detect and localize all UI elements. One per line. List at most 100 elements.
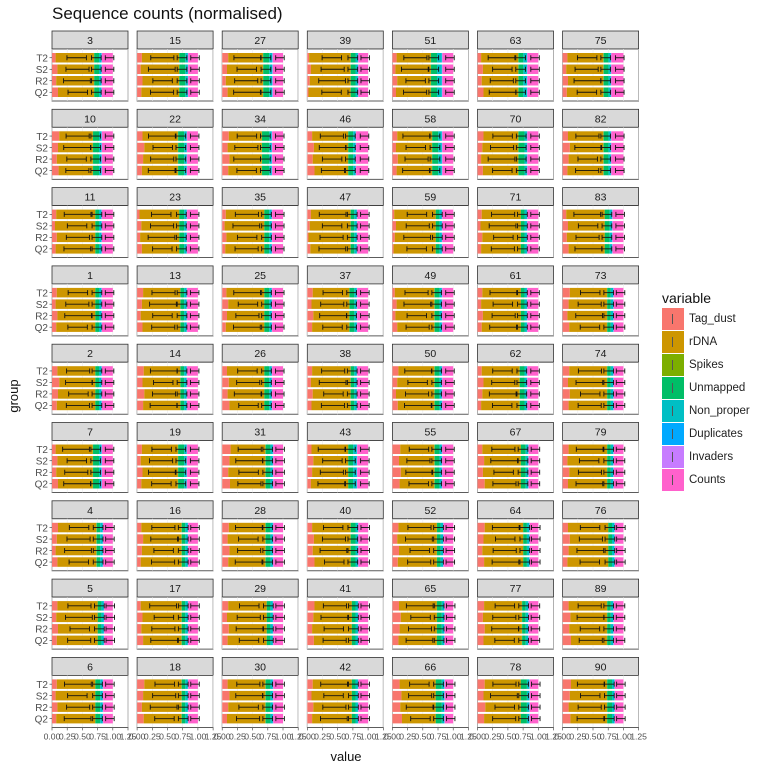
bar-segment-tag_dust bbox=[392, 713, 402, 724]
bar-segment-tag_dust bbox=[307, 322, 313, 332]
facet-panel: 41 bbox=[306, 578, 384, 650]
y-tick-label: R2 bbox=[35, 390, 48, 401]
facet-strip-label: 6 bbox=[87, 661, 93, 673]
bar-segment-tag_dust bbox=[52, 557, 58, 567]
bar-segment-tag_dust bbox=[392, 522, 399, 533]
y-tick-label: T2 bbox=[36, 288, 48, 299]
x-tick-label: 0.00 bbox=[299, 731, 316, 741]
facet-strip-label: 34 bbox=[254, 113, 266, 125]
bar-segment-tag_dust bbox=[562, 612, 571, 623]
facet-strip-label: 31 bbox=[254, 427, 266, 439]
bar-segment-tag_dust bbox=[52, 221, 55, 231]
facet-panel: 19 bbox=[136, 422, 214, 493]
facet-panel: 75 bbox=[562, 30, 639, 102]
bar-segment-tag_dust bbox=[52, 456, 58, 466]
x-tick-label: 1.00 bbox=[104, 731, 121, 741]
bar-segment-tag_dust bbox=[307, 624, 313, 634]
bar-segment-tag_dust bbox=[392, 366, 399, 376]
bar-segment-tag_dust bbox=[392, 76, 398, 86]
facet-strip-label: 64 bbox=[510, 505, 522, 517]
y-tick-label: Q2 bbox=[35, 714, 49, 725]
bar-segment-tag_dust bbox=[477, 299, 482, 309]
bar-segment-tag_dust bbox=[562, 522, 568, 533]
y-tick-label: Q2 bbox=[35, 245, 49, 256]
bar-segment-tag_dust bbox=[222, 713, 227, 724]
bar-segment-tag_dust bbox=[562, 557, 568, 567]
bar-segment-tag_dust bbox=[137, 366, 144, 376]
y-tick-label: T2 bbox=[36, 523, 48, 534]
bar-segment-tag_dust bbox=[137, 377, 143, 388]
facet-strip-label: 13 bbox=[169, 270, 181, 282]
bar-segment-tag_dust bbox=[477, 690, 484, 701]
y-tick-label: S2 bbox=[36, 65, 49, 76]
y-tick-label: S2 bbox=[36, 691, 49, 702]
bar-segment-tag_dust bbox=[222, 244, 226, 254]
x-tick-label: 0.25 bbox=[399, 731, 416, 741]
bar-segment-tag_dust bbox=[477, 400, 482, 411]
facet-strip-label: 66 bbox=[425, 661, 437, 673]
bar-segment-tag_dust bbox=[392, 299, 397, 309]
bar-segment-tag_dust bbox=[562, 534, 570, 544]
bar-segment-tag_dust bbox=[392, 209, 395, 220]
bar-segment-tag_dust bbox=[52, 624, 58, 634]
facet-panel: 900.000.250.500.751.001.25 bbox=[554, 657, 647, 741]
bar-segment-tag_dust bbox=[392, 244, 394, 254]
facet-strip-label: 47 bbox=[339, 192, 351, 204]
bar-segment-tag_dust bbox=[562, 635, 571, 646]
bar-segment-tag_dust bbox=[137, 131, 143, 141]
bar-segment-tag_dust bbox=[477, 713, 485, 724]
facet-strip-label: 7 bbox=[87, 427, 93, 439]
facet-strip-label: 35 bbox=[254, 192, 266, 204]
bar-segment-tag_dust bbox=[477, 522, 485, 533]
facet-panel: 31 bbox=[221, 422, 299, 493]
bar-segment-tag_dust bbox=[392, 154, 398, 164]
x-tick-label: 1.00 bbox=[275, 731, 292, 741]
bar-segment-tag_dust bbox=[562, 456, 568, 466]
bar-segment-tag_dust bbox=[562, 310, 568, 321]
y-tick-label: S2 bbox=[36, 535, 49, 546]
x-tick-label: 0.25 bbox=[59, 731, 76, 741]
facet-strip-label: 28 bbox=[254, 505, 266, 517]
bar-segment-tag_dust bbox=[52, 702, 58, 712]
facet-panel: 25 bbox=[221, 265, 299, 337]
x-tick-label: 0.25 bbox=[144, 731, 161, 741]
facet-strip-label: 83 bbox=[595, 192, 607, 204]
x-tick-label: 1.25 bbox=[290, 731, 307, 741]
facet-panel: 42 0.000.250.500.751.001.25 bbox=[299, 657, 392, 741]
bar-segment-tag_dust bbox=[222, 322, 226, 332]
bar-segment-tag_dust bbox=[137, 53, 142, 63]
x-tick-label: 0.75 bbox=[259, 731, 276, 741]
x-tick-label: 1.25 bbox=[375, 731, 392, 741]
facet-panel: 79 bbox=[562, 422, 639, 493]
y-tick-label: R2 bbox=[35, 468, 48, 479]
bar-segment-tag_dust bbox=[137, 702, 142, 712]
facet-panel: 38 bbox=[306, 343, 384, 415]
facet-strip-label: 90 bbox=[595, 661, 607, 673]
y-tick-label: R2 bbox=[35, 77, 48, 88]
facet-strip-label: 14 bbox=[169, 348, 181, 360]
bar-segment-tag_dust bbox=[477, 545, 483, 556]
bar-segment-tag_dust bbox=[562, 624, 570, 634]
bar-segment-tag_dust bbox=[222, 400, 230, 411]
bar-segment-tag_dust bbox=[562, 322, 570, 332]
bar-segment-tag_dust bbox=[137, 76, 143, 86]
x-tick-label: 0.25 bbox=[484, 731, 501, 741]
bar-segment-tag_dust bbox=[222, 377, 229, 388]
bar-segment-tag_dust bbox=[222, 87, 228, 97]
bar-segment-tag_dust bbox=[222, 64, 227, 74]
bar-segment-tag_dust bbox=[392, 456, 399, 466]
bar-segment-tag_dust bbox=[307, 366, 313, 376]
bar-segment-tag_dust bbox=[392, 545, 399, 556]
bar-segment-tag_dust bbox=[477, 702, 486, 712]
x-tick-label: 0.50 bbox=[500, 731, 517, 741]
bar-segment-tag_dust bbox=[222, 467, 229, 477]
y-tick-label: T2 bbox=[36, 54, 48, 65]
y-tick-label: S2 bbox=[36, 143, 49, 154]
x-tick-label: 0.00 bbox=[129, 731, 146, 741]
bar-segment-tag_dust bbox=[307, 702, 314, 712]
bar-segment-tag_dust bbox=[137, 690, 144, 701]
facet-strip-label: 52 bbox=[425, 505, 437, 517]
x-tick-label: 0.50 bbox=[74, 731, 91, 741]
facet-panel: 89 bbox=[562, 578, 639, 650]
x-tick-label: 1.00 bbox=[360, 731, 377, 741]
